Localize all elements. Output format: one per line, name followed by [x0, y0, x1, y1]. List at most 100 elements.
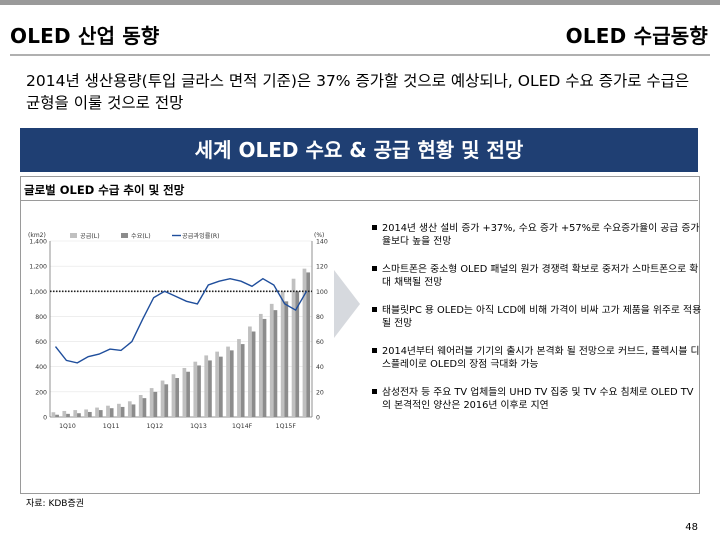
- bullet-square-icon: [372, 389, 377, 394]
- legend-label: 공급과잉률(R): [182, 232, 220, 240]
- bar-demand: [186, 371, 190, 417]
- header-divider: [10, 54, 710, 56]
- bullet-item: 삼성전자 등 주요 TV 업체들의 UHD TV 집중 및 TV 수요 침체로 …: [372, 386, 702, 412]
- page-title: OLED 산업 동향: [10, 24, 160, 48]
- y-tick-label-right: 80: [316, 314, 324, 321]
- bar-demand: [295, 291, 300, 417]
- x-tick-label: 1Q11: [103, 423, 120, 430]
- y-tick-label-left: 0: [43, 415, 47, 422]
- bar-demand: [87, 411, 92, 417]
- bar-supply: [204, 355, 209, 417]
- y-tick-label-right: 20: [316, 389, 324, 396]
- section-banner: 세계 OLED 수요 & 공급 현황 및 전망: [20, 128, 698, 172]
- bar-demand: [306, 272, 311, 417]
- y-tick-label-left: 1,200: [29, 264, 47, 271]
- bullet-text: 2014년 생산 설비 증가 +37%, 수요 증가 +57%로 수요증가율이 …: [382, 223, 700, 247]
- y-tick-label-left: 600: [35, 339, 47, 346]
- bullet-text: 삼성전자 등 주요 TV 업체들의 UHD TV 집중 및 TV 수요 침체로 …: [382, 387, 694, 411]
- y-tick-label-right: 0: [316, 415, 320, 422]
- bar-demand: [284, 301, 289, 417]
- y-tick-label-right: 100: [316, 289, 328, 296]
- legend-label: 공급(L): [80, 233, 100, 240]
- bar-demand: [109, 408, 114, 417]
- source-note: 자료: KDB증권: [26, 499, 85, 509]
- line-oversupply-ratio: [54, 277, 308, 364]
- bullet-item: 2014년 생산 설비 증가 +37%, 수요 증가 +57%로 수요증가율이 …: [372, 222, 702, 248]
- bar-supply: [237, 339, 241, 417]
- bullet-list: 2014년 생산 설비 증가 +37%, 수요 증가 +57%로 수요증가율이 …: [372, 222, 702, 427]
- bar-supply: [258, 313, 263, 417]
- panel-title-divider: [20, 200, 698, 201]
- supply-demand-chart: 0 200 400 600 800 1,000 1,200 1,400 0 20 40 60 80 100…: [22, 225, 340, 443]
- x-tick-label: 1Q13: [190, 423, 207, 430]
- bar-supply: [51, 412, 56, 417]
- bar-demand: [55, 414, 59, 417]
- y-tick-label-right: 40: [316, 364, 324, 371]
- y-tick-label-right: 140: [316, 239, 328, 246]
- left-axis-unit: (km2): [28, 232, 46, 239]
- bar-demand: [251, 331, 256, 417]
- bullet-square-icon: [372, 307, 377, 312]
- bar-supply: [62, 410, 67, 417]
- arrow-shape: [334, 270, 360, 338]
- x-tick-label: 1Q10: [59, 423, 76, 430]
- bar-demand: [153, 391, 158, 417]
- bar-supply: [280, 291, 285, 417]
- bar-demand: [120, 406, 125, 417]
- legend-swatch: [70, 233, 77, 238]
- bar-demand: [229, 350, 234, 417]
- section-title: OLED 수급동향: [565, 24, 708, 48]
- bar-supply: [248, 326, 252, 417]
- bullet-item: 스마트폰은 중소형 OLED 패널의 원가 경쟁력 확보로 중저가 스마트폰으로…: [372, 263, 702, 289]
- bar-demand: [218, 356, 223, 417]
- bar-demand: [66, 413, 70, 417]
- page-number: 48: [685, 522, 698, 533]
- bar-demand: [197, 365, 201, 417]
- chart-svg: 0 200 400 600 800 1,000 1,200 1,400 0 20 40 60 80 100…: [28, 232, 328, 430]
- bar-supply: [117, 403, 121, 417]
- bar-supply: [171, 374, 176, 417]
- bar-demand: [273, 310, 278, 417]
- bar-demand: [240, 344, 245, 417]
- y-tick-label-left: 1,000: [29, 289, 47, 296]
- bar-demand: [164, 384, 169, 417]
- bar-supply: [291, 278, 296, 417]
- bullet-text: 스마트폰은 중소형 OLED 패널의 원가 경쟁력 확보로 중저가 스마트폰으로…: [382, 264, 699, 288]
- x-tick-label: 1Q15F: [276, 423, 297, 430]
- bar-supply: [182, 367, 187, 417]
- bullet-item: 태블릿PC 용 OLED는 아직 LCD에 비해 가격이 비싸 고가 제품을 위…: [372, 304, 702, 330]
- y-tick-label-right: 60: [316, 339, 324, 346]
- bar-supply: [95, 407, 99, 417]
- bullet-text: 태블릿PC 용 OLED는 아직 LCD에 비해 가격이 비싸 고가 제품을 위…: [382, 305, 702, 329]
- y-tick-label-left: 200: [35, 389, 47, 396]
- bar-supply: [84, 409, 88, 417]
- x-tick-label: 1Q12: [146, 423, 163, 430]
- y-tick-label-right: 120: [316, 264, 328, 271]
- bullet-square-icon: [372, 266, 377, 271]
- x-tick-label: 1Q14F: [232, 423, 253, 430]
- bullet-item: 2014년부터 웨어러블 기기의 출시가 본격화 될 전망으로 커브드, 플렉시…: [372, 345, 702, 371]
- bar-demand: [77, 413, 81, 417]
- legend-swatch: [121, 233, 128, 238]
- bar-supply: [269, 303, 274, 417]
- bar-supply: [160, 380, 165, 417]
- bar-supply: [215, 351, 219, 417]
- bar-demand: [175, 378, 180, 417]
- chart-title: 글로벌 OLED 수급 추이 및 전망: [24, 183, 185, 197]
- bar-supply: [302, 268, 307, 417]
- bar-demand: [262, 318, 267, 417]
- y-tick-label-left: 400: [35, 364, 47, 371]
- bullet-square-icon: [372, 348, 377, 353]
- bar-supply: [127, 401, 132, 417]
- bar-supply: [193, 361, 198, 417]
- y-tick-label-left: 800: [35, 314, 47, 321]
- bar-supply: [106, 405, 110, 417]
- bullet-text: 2014년부터 웨어러블 기기의 출시가 본격화 될 전망으로 커브드, 플렉시…: [382, 346, 700, 370]
- bar-demand: [98, 410, 103, 417]
- bar-demand: [142, 398, 147, 417]
- content-panel: [20, 176, 700, 494]
- right-axis-unit: (%): [314, 232, 324, 239]
- bar-supply: [149, 388, 154, 417]
- bar-demand: [208, 360, 212, 417]
- bar-supply: [73, 410, 78, 417]
